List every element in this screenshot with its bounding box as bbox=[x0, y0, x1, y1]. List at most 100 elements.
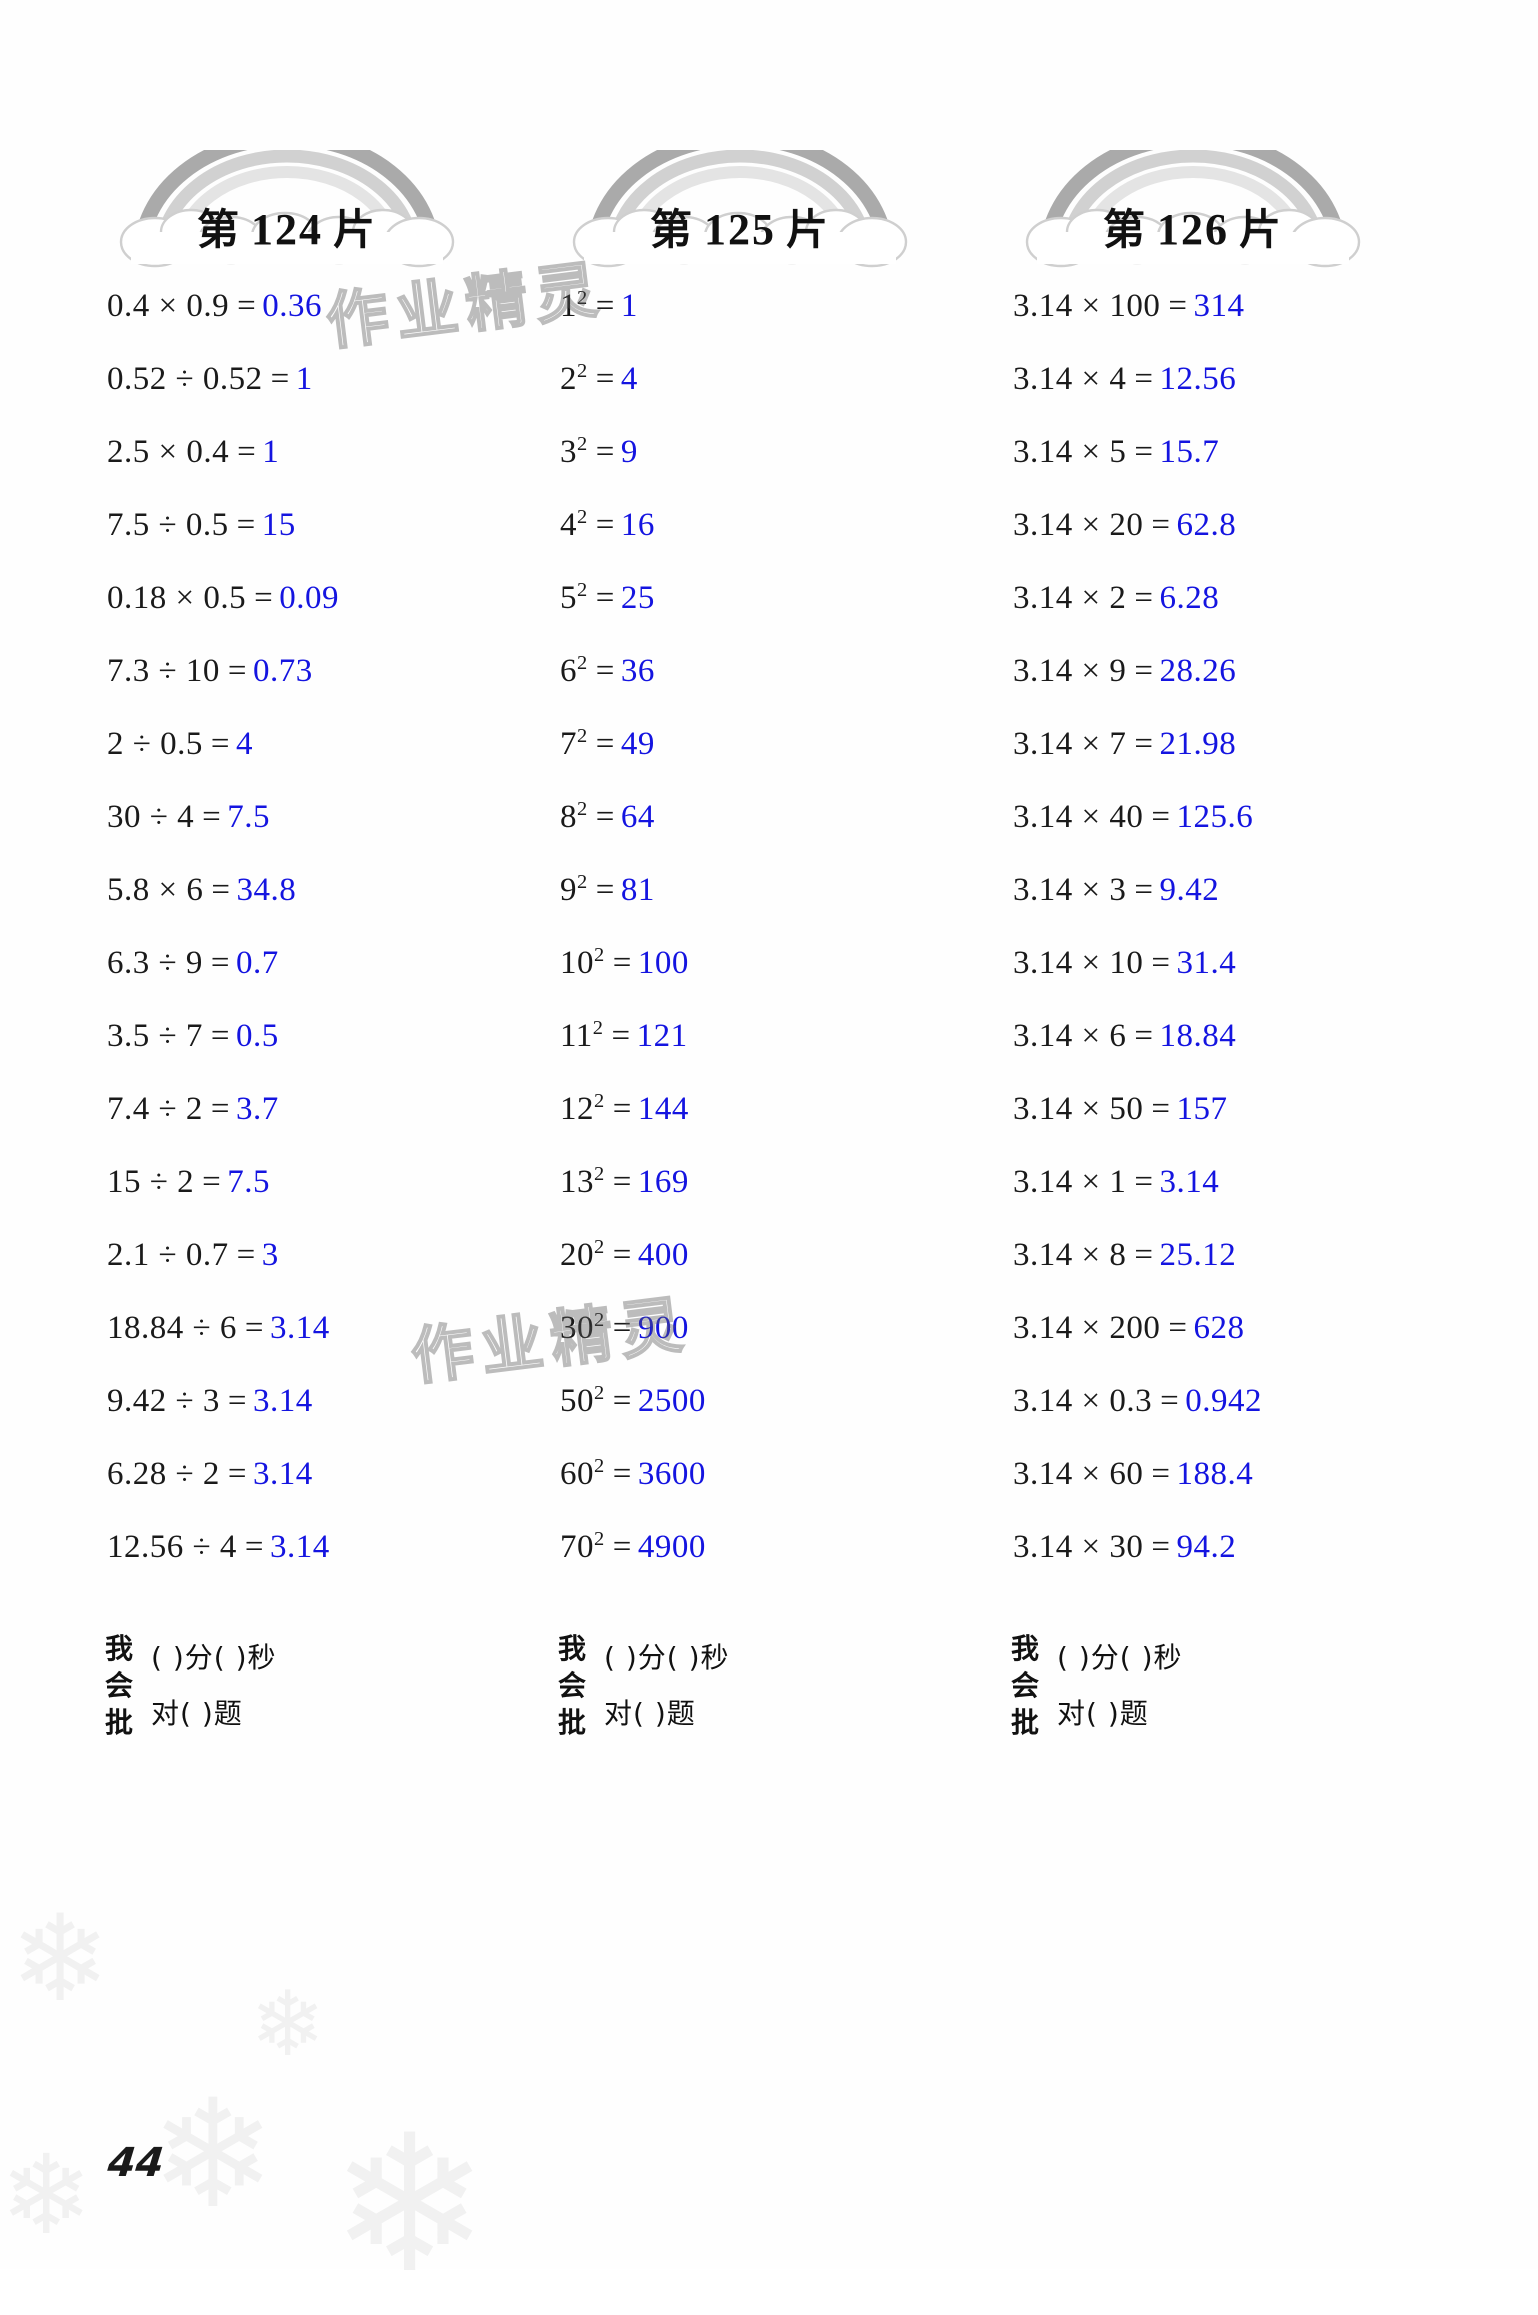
answer-value[interactable]: 0.5 bbox=[236, 1018, 279, 1054]
exponent: 2 bbox=[594, 1163, 605, 1185]
self-check-fields: ( )分( )秒 对( )题 bbox=[1051, 1630, 1183, 1742]
equals-sign: = bbox=[612, 945, 632, 981]
problem-row: 42 = 16 bbox=[560, 507, 1001, 580]
answer-value[interactable]: 3.14 bbox=[253, 1456, 313, 1492]
answer-value[interactable]: 0.942 bbox=[1185, 1383, 1262, 1419]
self-check-fields: ( )分( )秒 对( )题 bbox=[145, 1630, 277, 1742]
answer-value[interactable]: 9.42 bbox=[1159, 872, 1220, 908]
answer-value[interactable]: 121 bbox=[636, 1018, 688, 1054]
answer-value[interactable]: 2500 bbox=[637, 1383, 706, 1419]
answer-value[interactable]: 314 bbox=[1193, 288, 1245, 324]
column-title: 第 125 片 bbox=[560, 196, 920, 257]
answer-value[interactable]: 15 bbox=[261, 507, 296, 543]
answer-value[interactable]: 157 bbox=[1176, 1091, 1228, 1127]
column-header: 第 126 片 bbox=[1001, 150, 1454, 270]
answer-value[interactable]: 0.73 bbox=[253, 653, 313, 689]
correct-count-field[interactable]: 对( )题 bbox=[1057, 1697, 1149, 1730]
title-number: 126 bbox=[1157, 205, 1229, 254]
equals-sign: = bbox=[1134, 361, 1154, 397]
problem-expression: 82 bbox=[560, 798, 588, 835]
problem-row: 6.28 ÷ 2 = 3.14 bbox=[107, 1456, 548, 1529]
equals-sign: = bbox=[211, 872, 231, 908]
problem-row: 2 ÷ 0.5 = 4 bbox=[107, 726, 548, 799]
equals-sign: = bbox=[1134, 1018, 1154, 1054]
problem-expression: 5.8 × 6 bbox=[107, 872, 204, 908]
answer-value[interactable]: 3.14 bbox=[1159, 1164, 1220, 1200]
answer-value[interactable]: 169 bbox=[637, 1164, 689, 1200]
answer-value[interactable]: 31.4 bbox=[1176, 945, 1237, 981]
problem-expression: 7.3 ÷ 10 bbox=[107, 653, 220, 689]
answer-value[interactable]: 4 bbox=[620, 361, 638, 397]
answer-value[interactable]: 100 bbox=[637, 945, 689, 981]
answer-value[interactable]: 36 bbox=[620, 653, 655, 689]
problem-row: 3.14 × 20 = 62.8 bbox=[1013, 507, 1454, 580]
answer-value[interactable]: 3 bbox=[261, 1237, 279, 1273]
equals-sign: = bbox=[227, 653, 247, 689]
time-field[interactable]: ( )分( )秒 bbox=[151, 1641, 277, 1674]
answer-value[interactable]: 0.09 bbox=[279, 580, 339, 616]
answer-value[interactable]: 1 bbox=[620, 288, 638, 324]
answer-value[interactable]: 3.14 bbox=[270, 1310, 330, 1346]
answer-value[interactable]: 7.5 bbox=[227, 1164, 270, 1200]
answer-value[interactable]: 188.4 bbox=[1176, 1456, 1254, 1492]
problem-list: 0.4 × 0.9 = 0.36 0.52 ÷ 0.52 = 1 2.5 × 0.4 = 1 7.… bbox=[95, 288, 548, 1602]
problem-expression: 12 bbox=[560, 287, 588, 324]
time-field[interactable]: ( )分( )秒 bbox=[1057, 1641, 1183, 1674]
answer-value[interactable]: 6.28 bbox=[1159, 580, 1220, 616]
time-field[interactable]: ( )分( )秒 bbox=[604, 1641, 730, 1674]
problem-row: 3.14 × 10 = 31.4 bbox=[1013, 945, 1454, 1018]
problem-expression: 3.14 × 50 bbox=[1013, 1091, 1144, 1127]
equals-sign: = bbox=[1151, 1529, 1171, 1565]
answer-value[interactable]: 144 bbox=[637, 1091, 689, 1127]
answer-value[interactable]: 49 bbox=[620, 726, 655, 762]
answer-value[interactable]: 0.7 bbox=[236, 945, 279, 981]
answer-value[interactable]: 12.56 bbox=[1159, 361, 1237, 397]
answer-value[interactable]: 21.98 bbox=[1159, 726, 1237, 762]
answer-value[interactable]: 0.36 bbox=[262, 288, 322, 324]
answer-value[interactable]: 3.7 bbox=[236, 1091, 279, 1127]
answer-value[interactable]: 900 bbox=[637, 1310, 689, 1346]
problem-row: 12 = 1 bbox=[560, 288, 1001, 361]
answer-value[interactable]: 62.8 bbox=[1176, 507, 1237, 543]
problem-expression: 3.14 × 3 bbox=[1013, 872, 1127, 908]
answer-value[interactable]: 3.14 bbox=[270, 1529, 330, 1565]
equals-sign: = bbox=[237, 288, 257, 324]
answer-value[interactable]: 28.26 bbox=[1159, 653, 1237, 689]
answer-value[interactable]: 15.7 bbox=[1159, 434, 1220, 470]
answer-value[interactable]: 1 bbox=[262, 434, 280, 470]
equals-sign: = bbox=[202, 799, 222, 835]
problem-row: 32 = 9 bbox=[560, 434, 1001, 507]
exponent: 2 bbox=[577, 579, 588, 601]
problem-expression: 12.56 ÷ 4 bbox=[107, 1529, 237, 1565]
answer-value[interactable]: 1 bbox=[295, 361, 313, 397]
problem-row: 3.5 ÷ 7 = 0.5 bbox=[107, 1018, 548, 1091]
equals-sign: = bbox=[202, 1164, 222, 1200]
correct-count-field[interactable]: 对( )题 bbox=[604, 1697, 696, 1730]
exponent: 2 bbox=[577, 433, 588, 455]
answer-value[interactable]: 64 bbox=[620, 799, 655, 835]
problem-row: 3.14 × 30 = 94.2 bbox=[1013, 1529, 1454, 1602]
answer-value[interactable]: 9 bbox=[620, 434, 638, 470]
answer-value[interactable]: 4 bbox=[236, 726, 253, 762]
correct-count-field[interactable]: 对( )题 bbox=[151, 1697, 243, 1730]
answer-value[interactable]: 18.84 bbox=[1159, 1018, 1237, 1054]
title-number: 124 bbox=[251, 205, 323, 254]
answer-value[interactable]: 81 bbox=[620, 872, 655, 908]
answer-value[interactable]: 7.5 bbox=[227, 799, 270, 835]
answer-value[interactable]: 628 bbox=[1193, 1310, 1245, 1346]
problem-expression: 30 ÷ 4 bbox=[107, 799, 195, 835]
exponent: 2 bbox=[577, 360, 588, 382]
answer-value[interactable]: 25.12 bbox=[1159, 1237, 1237, 1273]
equals-sign: = bbox=[210, 945, 230, 981]
answer-value[interactable]: 34.8 bbox=[236, 872, 297, 908]
answer-value[interactable]: 4900 bbox=[637, 1529, 706, 1565]
answer-value[interactable]: 3600 bbox=[637, 1456, 706, 1492]
answer-value[interactable]: 94.2 bbox=[1176, 1529, 1237, 1565]
answer-value[interactable]: 16 bbox=[620, 507, 655, 543]
answer-value[interactable]: 25 bbox=[620, 580, 655, 616]
equals-sign: = bbox=[1151, 1456, 1171, 1492]
answer-value[interactable]: 400 bbox=[637, 1237, 689, 1273]
answer-value[interactable]: 125.6 bbox=[1176, 799, 1254, 835]
answer-value[interactable]: 3.14 bbox=[253, 1383, 313, 1419]
problem-expression: 42 bbox=[560, 506, 588, 543]
